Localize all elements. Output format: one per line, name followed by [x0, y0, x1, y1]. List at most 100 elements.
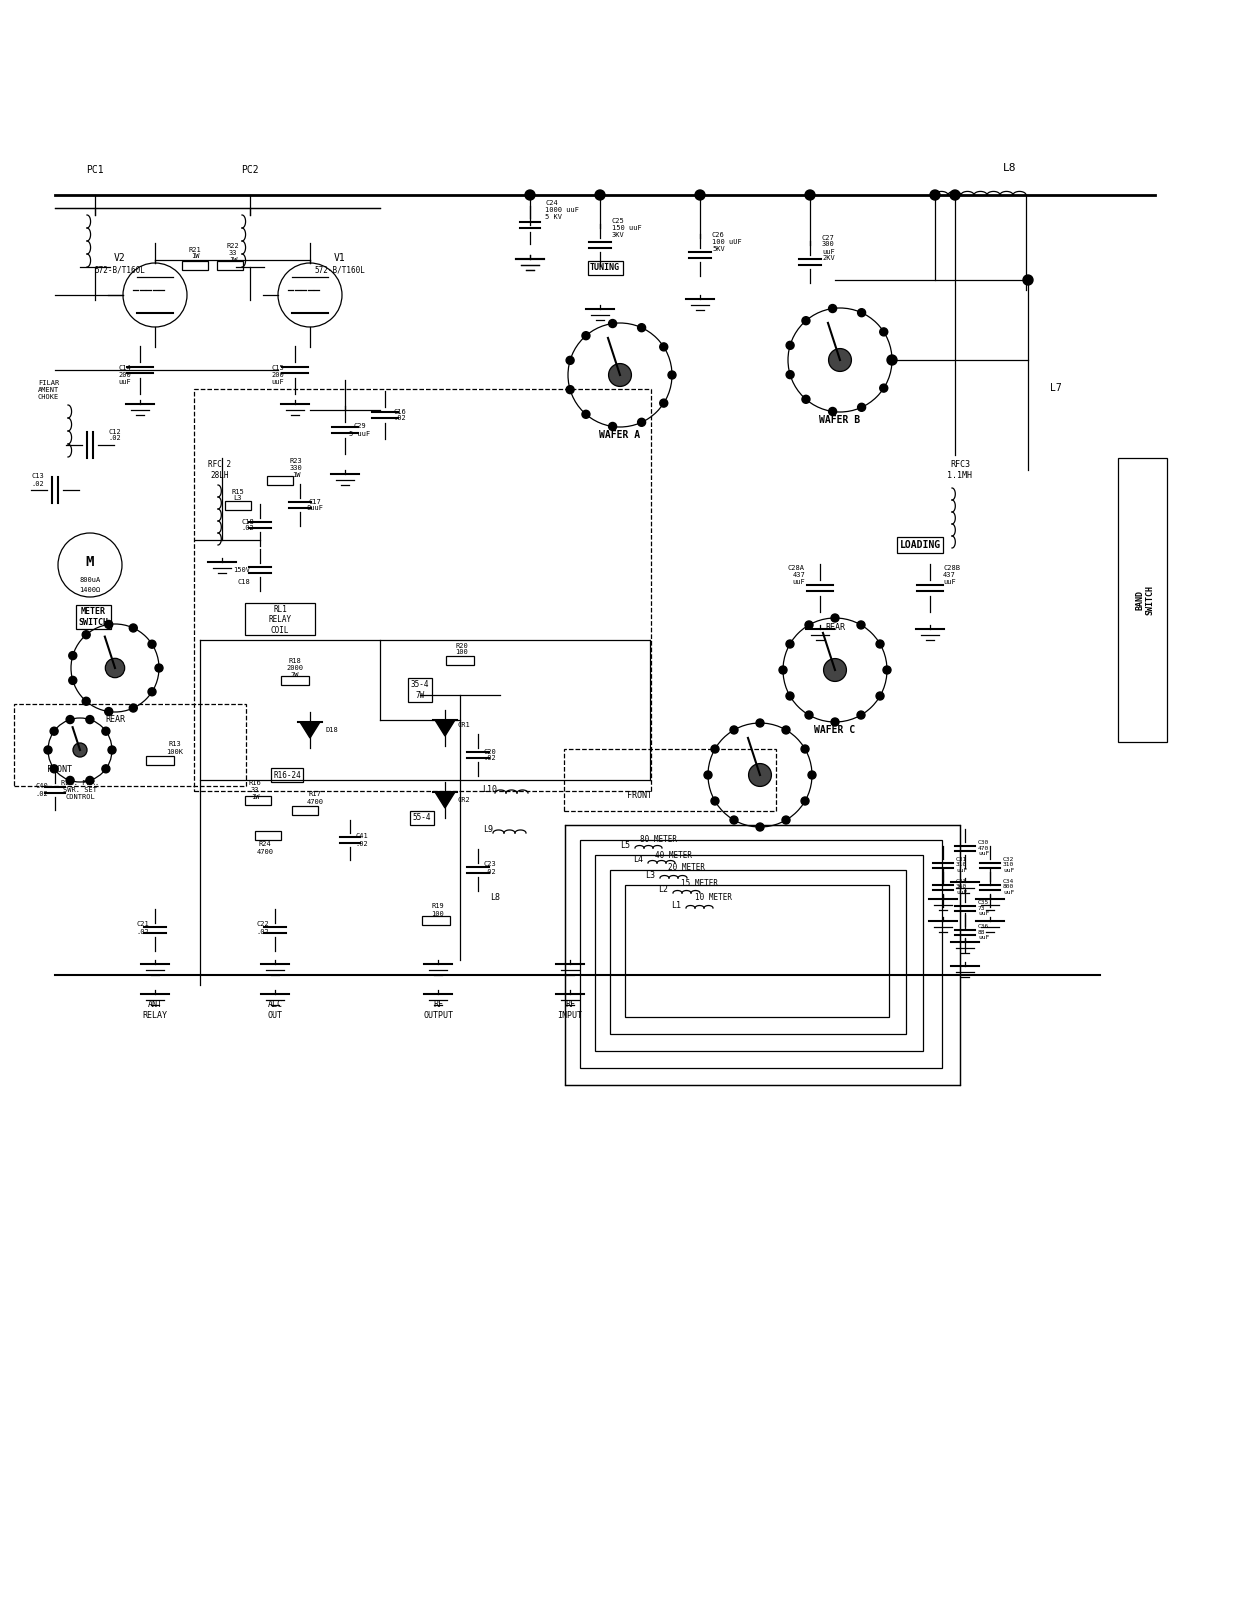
Text: FRONT: FRONT — [47, 765, 73, 774]
Circle shape — [105, 621, 113, 629]
Circle shape — [887, 355, 897, 365]
Circle shape — [108, 746, 116, 754]
Text: C29
5 uuF: C29 5 uuF — [349, 424, 371, 437]
Text: R24
4700: R24 4700 — [256, 842, 273, 854]
Bar — [422, 915, 450, 925]
Circle shape — [581, 410, 590, 418]
Circle shape — [567, 357, 574, 365]
Circle shape — [782, 726, 790, 734]
Text: 15 METER: 15 METER — [682, 878, 717, 888]
Circle shape — [659, 398, 668, 406]
Circle shape — [805, 190, 815, 200]
Text: L5: L5 — [620, 840, 630, 850]
Text: ALC
OUT: ALC OUT — [267, 1000, 282, 1019]
Text: PC2: PC2 — [241, 165, 259, 174]
Circle shape — [805, 710, 813, 718]
Text: R13
100K: R13 100K — [167, 741, 183, 755]
Text: C14
200
uuF: C14 200 uuF — [119, 365, 131, 386]
Text: REL. PWR.
SWR. SET
CONTROL: REL. PWR. SWR. SET CONTROL — [61, 781, 99, 800]
Text: D18: D18 — [325, 726, 338, 733]
Circle shape — [805, 621, 813, 629]
Text: LOADING: LOADING — [899, 541, 940, 550]
Text: R18
2000
7W: R18 2000 7W — [287, 658, 303, 678]
Text: V2: V2 — [114, 253, 126, 262]
Text: C25
150 uuF
3KV: C25 150 uuF 3KV — [612, 218, 642, 238]
Circle shape — [829, 349, 851, 371]
Circle shape — [785, 691, 794, 701]
Bar — [225, 501, 251, 509]
Text: L9: L9 — [482, 826, 494, 835]
Text: C28B
437
uuF: C28B 437 uuF — [943, 565, 960, 586]
Text: C24
1000 uuF
5 KV: C24 1000 uuF 5 KV — [546, 200, 579, 219]
Circle shape — [609, 422, 616, 430]
Circle shape — [883, 666, 891, 674]
Circle shape — [85, 776, 94, 784]
Text: C15
200
uuF: C15 200 uuF — [272, 365, 285, 386]
Circle shape — [782, 816, 790, 824]
Text: 150V: 150V — [233, 566, 250, 573]
Text: C12
.02: C12 .02 — [109, 429, 121, 442]
Text: PC1: PC1 — [87, 165, 104, 174]
Bar — [281, 675, 309, 685]
Bar — [245, 603, 315, 635]
Circle shape — [1023, 275, 1033, 285]
Text: L8: L8 — [490, 893, 500, 902]
Text: RF
OUTPUT: RF OUTPUT — [423, 1000, 453, 1019]
Bar — [447, 656, 474, 664]
Circle shape — [785, 371, 794, 379]
Bar — [580, 840, 943, 1069]
Text: RL1
RELAY
COIL: RL1 RELAY COIL — [268, 605, 292, 635]
Text: WAFER A: WAFER A — [600, 430, 641, 440]
Circle shape — [730, 816, 738, 824]
Circle shape — [130, 624, 137, 632]
Text: C35
73
uuF: C35 73 uuF — [978, 899, 990, 917]
Text: 35-4
7W: 35-4 7W — [411, 680, 429, 699]
Circle shape — [101, 765, 110, 773]
Circle shape — [802, 746, 809, 754]
Text: WAFER C: WAFER C — [814, 725, 856, 734]
Text: R23
330
1W: R23 330 1W — [289, 458, 302, 478]
Circle shape — [880, 384, 888, 392]
Circle shape — [831, 614, 839, 622]
Circle shape — [581, 331, 590, 339]
Circle shape — [105, 658, 125, 678]
Polygon shape — [301, 722, 320, 738]
Text: C18
.02: C18 .02 — [241, 518, 255, 531]
Text: L8: L8 — [1003, 163, 1017, 173]
Text: C26
100 uUF
5KV: C26 100 uUF 5KV — [713, 232, 742, 251]
Circle shape — [73, 742, 87, 757]
Circle shape — [51, 765, 58, 773]
Text: RFC 2
28LH: RFC 2 28LH — [209, 461, 231, 480]
Text: REAR: REAR — [105, 715, 125, 725]
Text: C40
.02: C40 .02 — [36, 784, 48, 797]
Circle shape — [802, 797, 809, 805]
Circle shape — [888, 357, 896, 365]
Text: ANT
RELAY: ANT RELAY — [142, 1000, 167, 1019]
Text: R15
L3: R15 L3 — [231, 488, 245, 501]
Text: L1: L1 — [670, 901, 682, 909]
Circle shape — [82, 698, 90, 706]
Text: C22
.02: C22 .02 — [256, 922, 270, 934]
Circle shape — [637, 418, 646, 426]
Circle shape — [857, 309, 866, 317]
Text: FILAR
AMENT
CHOKE: FILAR AMENT CHOKE — [38, 379, 59, 400]
Circle shape — [69, 651, 77, 659]
Text: 572-B/T160L: 572-B/T160L — [314, 266, 365, 275]
Text: 1400Ω: 1400Ω — [79, 587, 100, 594]
Text: WAFER B: WAFER B — [819, 414, 861, 426]
Circle shape — [930, 190, 940, 200]
Text: 572-B/T160L: 572-B/T160L — [94, 266, 146, 275]
Text: C27
300
uuF
2KV: C27 300 uuF 2KV — [823, 235, 835, 261]
Circle shape — [857, 710, 865, 718]
Circle shape — [155, 664, 163, 672]
Bar — [146, 755, 174, 765]
Circle shape — [802, 395, 810, 403]
Text: C21
.02: C21 .02 — [136, 922, 150, 934]
Text: 40 METER: 40 METER — [656, 851, 691, 859]
Circle shape — [829, 408, 836, 416]
Circle shape — [808, 771, 816, 779]
Circle shape — [730, 726, 738, 734]
Text: L7: L7 — [1050, 382, 1061, 394]
Text: C34
800
uuF: C34 800 uuF — [1003, 878, 1014, 896]
Circle shape — [659, 342, 668, 350]
